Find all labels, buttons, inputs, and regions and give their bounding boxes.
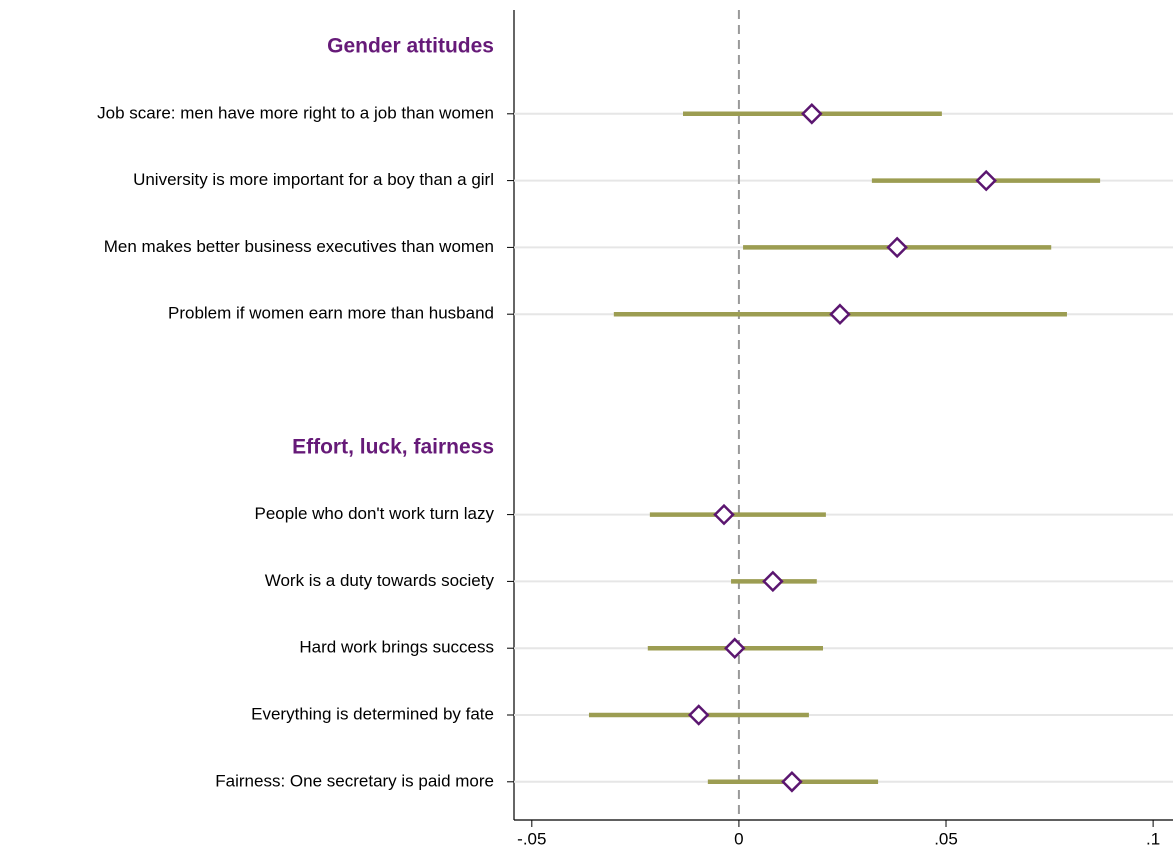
point-estimate: [801, 103, 823, 125]
point-estimate: [687, 704, 710, 726]
x-tick-label: 0: [734, 829, 743, 848]
y-tick-label: Men makes better business executives tha…: [104, 237, 494, 256]
group-header: Gender attitudes: [327, 35, 494, 58]
y-tick-label: University is more important for a boy t…: [133, 170, 494, 189]
point-estimate: [713, 503, 735, 526]
y-tick-label: Hard work brings success: [299, 638, 494, 657]
point-estimate: [762, 570, 784, 593]
y-tick-label: Fairness: One secretary is paid more: [215, 771, 494, 790]
point-estimate: [886, 236, 908, 259]
y-tick-label: Everything is determined by fate: [251, 704, 494, 723]
x-tick-label: -.05: [517, 829, 546, 848]
y-tick-label: People who don't work turn lazy: [255, 504, 495, 523]
x-tick-label: .1: [1146, 829, 1160, 848]
y-tick-label: Problem if women earn more than husband: [168, 304, 494, 323]
point-estimate: [781, 771, 803, 793]
y-tick-label: Work is a duty towards society: [265, 571, 495, 590]
y-tick-label: Job scare: men have more right to a job …: [97, 103, 494, 122]
point-estimate: [724, 637, 746, 659]
point-estimate: [975, 169, 997, 192]
group-header: Effort, luck, fairness: [292, 435, 494, 458]
x-tick-label: .05: [934, 829, 958, 848]
point-estimate: [829, 303, 851, 325]
